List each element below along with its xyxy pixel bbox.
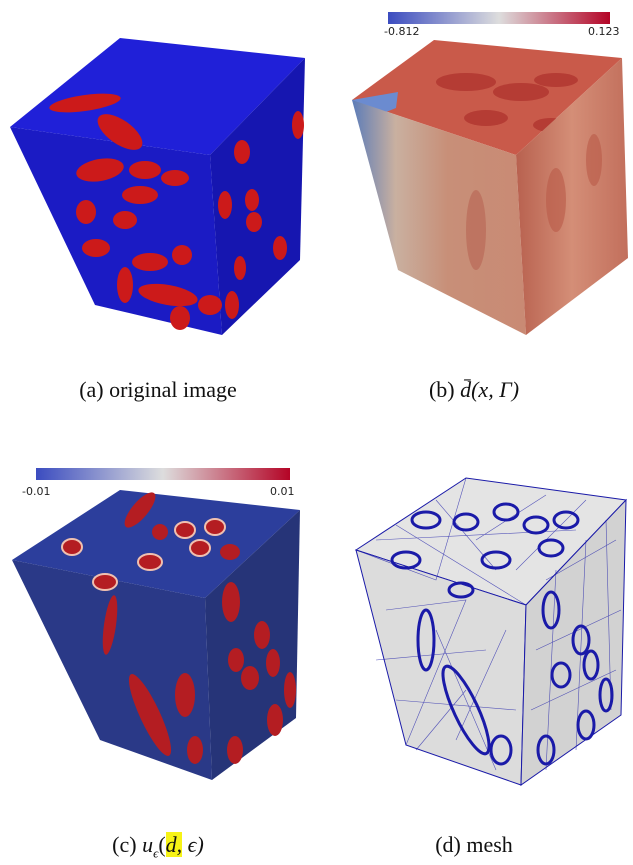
colorbar-c-max: 0.01 — [270, 485, 295, 498]
caption-c-tail: ϵ) — [182, 832, 204, 857]
panel-b-distance-field: -0.812 0.123 — [316, 0, 633, 345]
colorbar-b-min: -0.812 — [384, 25, 419, 38]
panel-d-mesh — [316, 450, 633, 810]
cube-mesh — [354, 477, 628, 786]
cube-distance-field: -0.812 0.123 — [352, 12, 628, 335]
caption-c-prefix: (c) — [112, 832, 143, 857]
caption-c-sub: ϵ — [153, 845, 159, 861]
caption-b: (b) d̄(x, Γ) — [316, 377, 632, 403]
caption-b-prefix: (b) — [428, 377, 461, 402]
colorbar-c-min: -0.01 — [22, 485, 50, 498]
caption-c-u: u — [142, 832, 154, 857]
caption-d: (d) mesh — [435, 832, 513, 857]
colorbar-b-max: 0.123 — [588, 25, 620, 38]
colorbar-c — [36, 468, 290, 480]
caption-b-math: d̄(x, Γ) — [460, 377, 520, 402]
cube-original-image — [10, 38, 305, 335]
caption-a: (a) original image — [79, 377, 237, 402]
cube-phase-field: -0.01 0.01 — [12, 468, 300, 780]
colorbar-b — [388, 12, 610, 24]
panel-c-phase-field: -0.01 0.01 — [0, 450, 316, 810]
caption-c: (c) uϵ(d, ϵ) — [112, 832, 204, 861]
panel-a-original-image — [0, 0, 316, 345]
caption-c-highlight: d, — [165, 832, 183, 857]
